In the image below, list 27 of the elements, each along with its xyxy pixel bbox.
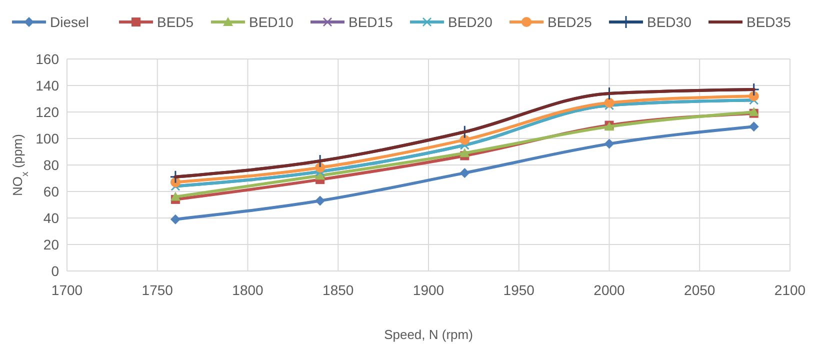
x-tick-label: 1850 (322, 282, 354, 298)
legend-label: BED30 (647, 14, 692, 30)
x-tick-label: 1750 (142, 282, 174, 298)
legend-label: BED15 (348, 14, 394, 30)
y-tick-label: 100 (36, 130, 60, 146)
x-tick-label: 1950 (503, 282, 535, 298)
y-tick-label: 20 (43, 236, 60, 252)
legend-label: BED35 (746, 14, 792, 30)
legend-label: BED10 (249, 14, 294, 30)
y-tick-label: 80 (43, 156, 60, 173)
y-tick-label: 40 (43, 210, 60, 226)
y-tick-label: 120 (36, 104, 60, 120)
legend-label: BED20 (448, 14, 493, 30)
y-tick-label: 140 (36, 77, 60, 94)
x-tick-label: 1700 (51, 282, 83, 298)
x-tick-label: 2000 (594, 282, 626, 298)
x-tick-label: 1800 (232, 282, 264, 298)
y-tick-label: 160 (36, 50, 60, 67)
x-axis-title: Speed, N (rpm) (384, 327, 473, 342)
y-tick-label: 60 (43, 183, 60, 200)
legend-label: Diesel (50, 14, 89, 30)
y-tick-label: 0 (51, 262, 60, 279)
x-tick-label: 2050 (684, 282, 716, 298)
x-tick-label: 2100 (774, 282, 806, 298)
legend-label: BED25 (548, 14, 592, 30)
x-tick-label: 1900 (412, 282, 444, 298)
legend-label: BED5 (157, 14, 194, 30)
